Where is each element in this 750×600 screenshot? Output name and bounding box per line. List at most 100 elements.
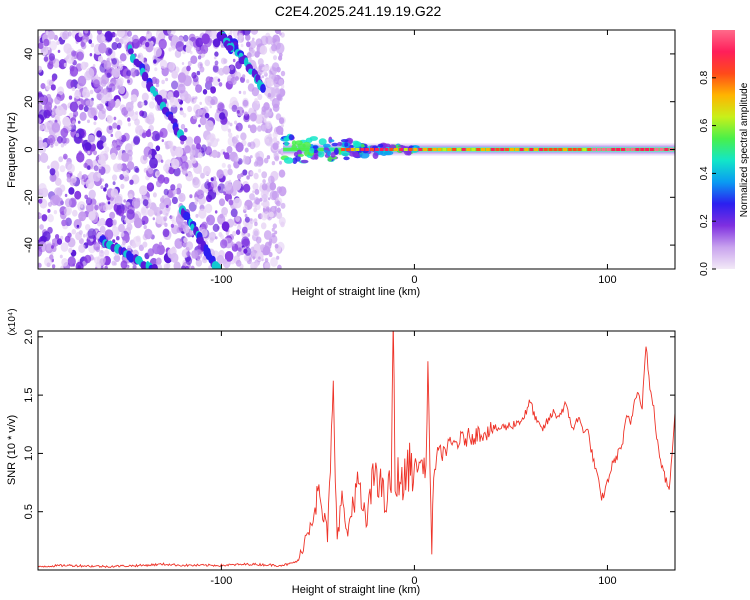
noise-dot [214, 60, 219, 66]
noise-dot [236, 251, 241, 257]
noise-dot [47, 134, 56, 146]
noise-dot [206, 214, 216, 226]
noise-dot [148, 112, 155, 120]
signal-core [427, 148, 432, 151]
noise-dot [100, 265, 104, 269]
noise-dot [77, 172, 83, 180]
noise-dot [235, 259, 242, 267]
noise-dot [189, 148, 196, 157]
noise-dot [247, 205, 250, 209]
noise-dot [60, 127, 69, 138]
noise-dot [92, 159, 98, 166]
noise-dot [266, 78, 274, 88]
signal-core [374, 148, 379, 151]
noise-dot [66, 79, 74, 89]
noise-dot [71, 86, 76, 92]
noise-dot [50, 84, 56, 91]
noise-dot [250, 171, 254, 176]
noise-dot [158, 241, 163, 246]
noise-dot [76, 51, 84, 61]
noise-dot [194, 96, 198, 100]
noise-dot [106, 72, 111, 78]
noise-dot [47, 125, 51, 131]
noise-dot [249, 218, 254, 224]
noise-dot [60, 235, 64, 240]
colorbar-tick-label: 0.8 [699, 70, 710, 84]
noise-dot [120, 232, 125, 237]
noise-dot [47, 214, 54, 223]
noise-dot [47, 30, 55, 40]
noise-dot [73, 133, 83, 144]
noise-dot [191, 144, 196, 151]
noise-dot [165, 204, 169, 209]
signal-core [481, 148, 485, 151]
noise-dot [100, 79, 107, 87]
noise-dot [104, 183, 109, 188]
noise-dot [245, 34, 251, 41]
signal-core [461, 148, 466, 151]
noise-dot [56, 136, 63, 144]
noise-dot [97, 254, 106, 266]
noise-dot [52, 194, 61, 205]
signal-core [534, 148, 539, 151]
noise-dot [196, 189, 205, 200]
noise-dot [265, 120, 272, 130]
noise-dot [236, 106, 245, 117]
noise-dot [124, 41, 128, 46]
noise-dot [154, 67, 158, 72]
noise-dot [238, 39, 242, 43]
signal-core [471, 148, 476, 151]
noise-dot [254, 188, 260, 195]
noise-dot [106, 125, 114, 134]
noise-dot [84, 142, 92, 151]
noise-dot [255, 156, 264, 167]
noise-dot [209, 105, 212, 109]
noise-dot [170, 184, 176, 191]
noise-dot [167, 30, 176, 36]
signal-core [423, 148, 428, 151]
noise-dot [249, 141, 256, 150]
noise-dot [219, 213, 224, 219]
noise-dot [74, 90, 81, 99]
noise-dot [132, 34, 139, 43]
signal-core [664, 148, 669, 151]
noise-dot [38, 123, 44, 131]
signal-blob [329, 139, 335, 143]
signal-core [616, 148, 621, 151]
noise-dot [280, 70, 286, 77]
noise-dot [111, 260, 116, 266]
noise-dot [262, 245, 271, 256]
noise-dot [263, 211, 270, 219]
noise-dot [48, 53, 56, 61]
noise-dot [63, 155, 67, 159]
noise-dot [190, 265, 195, 269]
noise-dot [141, 111, 148, 119]
noise-dot [80, 139, 84, 144]
noise-dot [38, 140, 44, 148]
x-tick-label: 100 [598, 274, 616, 286]
noise-dot [56, 187, 63, 196]
noise-dot [93, 242, 101, 251]
snr-y-label: SNR (10 * v/v) [6, 415, 18, 485]
noise-dot [116, 145, 121, 151]
noise-dot [80, 41, 86, 48]
noise-dot [204, 59, 211, 67]
signal-core [601, 148, 606, 151]
signal-core [408, 148, 413, 151]
colorbar-tick-label: 0.4 [699, 166, 710, 180]
noise-dot [240, 43, 244, 48]
noise-dot [44, 256, 53, 267]
noise-dot [183, 237, 188, 243]
noise-dot [103, 187, 107, 192]
noise-dot [57, 49, 61, 54]
noise-dot [48, 60, 54, 66]
noise-dot [270, 257, 278, 267]
signal-core [485, 148, 490, 151]
noise-dot [263, 69, 267, 75]
noise-dot [238, 90, 242, 94]
noise-dot [38, 198, 43, 204]
snr-scale-label: (x10⁴) [7, 308, 18, 335]
noise-dot [105, 200, 114, 210]
streak-dot [260, 83, 266, 93]
noise-dot [195, 84, 203, 93]
